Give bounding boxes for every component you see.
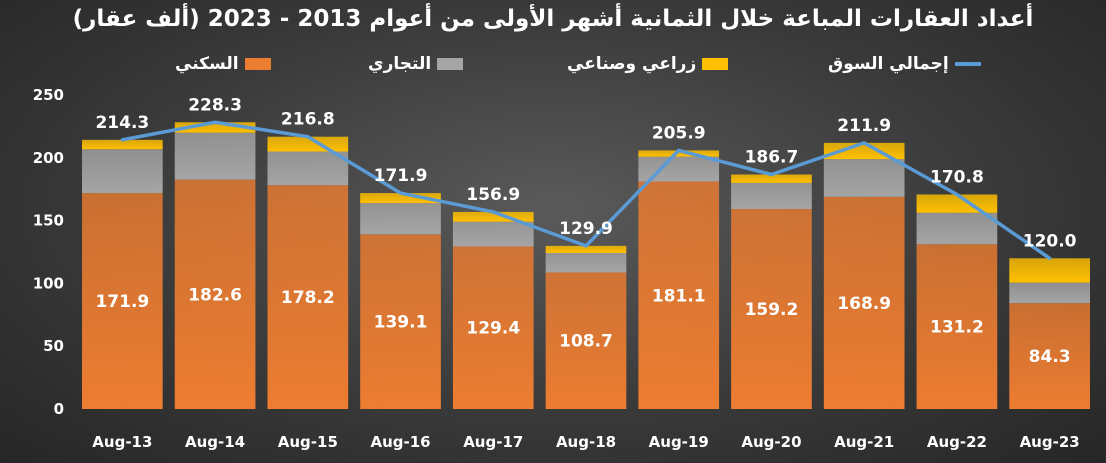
bar-segment [823, 196, 905, 409]
residential-value-label: 159.2 [745, 300, 799, 320]
bar-segment [731, 182, 812, 210]
bar-segment [731, 174, 812, 183]
bar-segment [545, 245, 627, 254]
y-tick-label: 50 [43, 337, 64, 355]
x-tick-label: Aug-19 [649, 433, 709, 451]
x-tick-label: Aug-17 [463, 433, 523, 451]
bar-segment [916, 194, 998, 213]
legend-label-agri-industrial: زراعي وصناعي [567, 54, 697, 74]
total-value-label: 156.9 [466, 185, 520, 205]
legend-label-commercial: التجاري [368, 54, 432, 74]
bar-segment [638, 181, 720, 409]
total-value-label: 211.9 [837, 116, 891, 136]
y-tick-label: 150 [33, 212, 64, 230]
legend-line-market-total [954, 62, 981, 66]
bar-segment [823, 159, 905, 197]
bar-segment [174, 132, 256, 180]
residential-value-label: 139.1 [374, 313, 428, 333]
residential-value-label: 171.9 [95, 292, 149, 312]
residential-value-label: 182.6 [188, 285, 242, 305]
legend-label-market-total: إجمالي السوق [828, 54, 949, 74]
residential-value-label: 178.2 [281, 288, 335, 308]
legend: السكني التجاري زراعي وصناعي إجمالي السوق [0, 54, 1106, 82]
bar-segment [638, 150, 720, 157]
total-value-label: 214.3 [95, 113, 149, 133]
x-tick-label: Aug-18 [556, 433, 616, 451]
legend-swatch-residential [244, 58, 271, 70]
total-line [120, 120, 1052, 261]
bar-segment [360, 193, 441, 204]
total-value-label: 170.8 [930, 167, 984, 187]
bar-segment [174, 179, 256, 409]
legend-label-residential: السكني [175, 54, 239, 74]
legend-item-residential: السكني [175, 54, 271, 74]
legend-item-market-total: إجمالي السوق [828, 54, 981, 74]
residential-value-label: 181.1 [652, 286, 706, 306]
legend-item-commercial: التجاري [368, 54, 464, 74]
total-value-label: 186.7 [745, 148, 799, 168]
total-value-label: 228.3 [188, 95, 242, 115]
bar-segment [267, 136, 349, 152]
x-tick-label: Aug-23 [1020, 433, 1080, 451]
bar-segment [360, 203, 441, 235]
x-tick-label: Aug-21 [834, 433, 894, 451]
bar-segment [731, 209, 812, 409]
bar-segment [916, 244, 998, 409]
bar-segment [82, 139, 163, 150]
bar-segment [545, 253, 627, 273]
residential-value-label: 168.9 [837, 294, 891, 314]
total-value-label: 120.0 [1023, 231, 1077, 251]
x-tick-label: Aug-20 [741, 433, 801, 451]
bar-segment [82, 193, 163, 409]
bar-segment [545, 272, 627, 409]
y-tick-label: 0 [54, 400, 64, 418]
chart-title: أعداد العقارات المباعة خلال الثمانية أشه… [72, 6, 1034, 32]
bar-segment [267, 185, 349, 409]
x-tick-label: Aug-15 [278, 433, 338, 451]
bar-segment [452, 221, 534, 247]
legend-item-agri-industrial: زراعي وصناعي [567, 54, 729, 74]
bar-segment [1009, 282, 1090, 304]
total-value-label: 129.9 [559, 219, 613, 239]
bar-segment [82, 149, 163, 194]
residential-value-label: 129.4 [466, 319, 520, 339]
bar-segment [452, 246, 534, 409]
total-value-label: 171.9 [374, 166, 428, 186]
residential-value-label: 84.3 [1029, 347, 1071, 367]
y-tick-label: 100 [33, 274, 64, 292]
residential-value-label: 108.7 [559, 332, 613, 352]
bar-segment [360, 234, 441, 409]
total-value-label: 216.8 [281, 110, 335, 130]
legend-swatch-commercial [437, 58, 464, 70]
x-tick-label: Aug-13 [92, 433, 152, 451]
bar-segment [267, 151, 349, 186]
x-tick-label: Aug-16 [370, 433, 430, 451]
y-tick-label: 200 [33, 149, 64, 167]
bar-segment [1009, 258, 1090, 283]
residential-value-label: 131.2 [930, 318, 984, 338]
total-value-label: 205.9 [652, 123, 706, 143]
bar-segment [452, 211, 534, 222]
x-tick-label: Aug-22 [927, 433, 987, 451]
bar-segment [1009, 303, 1090, 409]
bar-segment [174, 122, 256, 133]
y-tick-label: 250 [33, 86, 64, 104]
legend-swatch-agri-industrial [702, 58, 729, 70]
x-tick-label: Aug-14 [185, 433, 245, 451]
bar-segment [916, 212, 998, 245]
